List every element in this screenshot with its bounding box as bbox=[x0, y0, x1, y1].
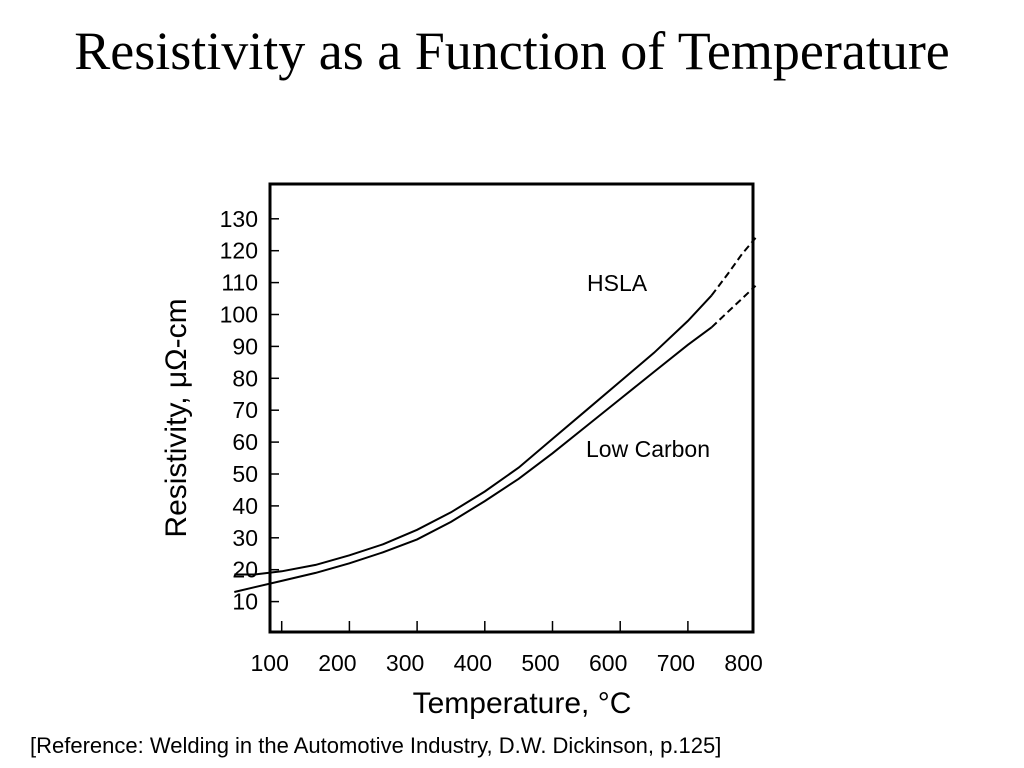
y-tick-label: 10 bbox=[232, 589, 258, 615]
x-tick-label: 800 bbox=[724, 650, 762, 676]
y-tick-label: 90 bbox=[232, 333, 258, 359]
slide-title: Resistivity as a Function of Temperature bbox=[74, 21, 950, 81]
x-axis-title: Temperature, °C bbox=[413, 687, 632, 720]
y-tick-label: 30 bbox=[232, 525, 258, 551]
reference-citation: [Reference: Welding in the Automotive In… bbox=[30, 733, 722, 758]
y-tick-label: 80 bbox=[232, 365, 258, 391]
x-tick-label: 200 bbox=[318, 650, 356, 676]
x-tick-label: 600 bbox=[589, 650, 627, 676]
series-annotations: HSLA Low Carbon bbox=[586, 270, 710, 462]
series-label-low-carbon: Low Carbon bbox=[586, 436, 710, 462]
y-axis-title: Resistivity, μΩ-cm bbox=[160, 298, 193, 537]
series-line-low-carbon bbox=[234, 326, 713, 593]
plot-area-border bbox=[268, 182, 755, 634]
y-tick-label: 40 bbox=[232, 493, 258, 519]
plot-frame bbox=[268, 182, 755, 634]
y-tick-label: 110 bbox=[221, 270, 258, 296]
series-line-hsla-dashed bbox=[710, 237, 757, 297]
x-tick-label: 400 bbox=[454, 650, 492, 676]
y-tick-label: 20 bbox=[232, 557, 258, 583]
x-tick-label: 500 bbox=[521, 650, 559, 676]
series-label-hsla: HSLA bbox=[587, 270, 648, 296]
y-tick-label: 70 bbox=[232, 397, 258, 423]
series-line-low-carbon-dashed bbox=[710, 285, 757, 329]
y-tick-label: 60 bbox=[232, 429, 258, 455]
y-tick-label: 100 bbox=[220, 302, 258, 328]
y-tick-label: 120 bbox=[220, 238, 258, 264]
y-tick-label: 50 bbox=[232, 461, 258, 487]
y-tick-label: 130 bbox=[220, 206, 258, 232]
x-tick-label: 100 bbox=[251, 650, 289, 676]
series-line-hsla bbox=[234, 294, 713, 576]
axis-ticks: 10 20 30 40 50 60 70 80 90 100 110 120 130 100 200 300 4… bbox=[220, 206, 763, 676]
x-tick-label: 700 bbox=[657, 650, 695, 676]
x-tick-label: 300 bbox=[386, 650, 424, 676]
series-lines bbox=[234, 237, 757, 593]
